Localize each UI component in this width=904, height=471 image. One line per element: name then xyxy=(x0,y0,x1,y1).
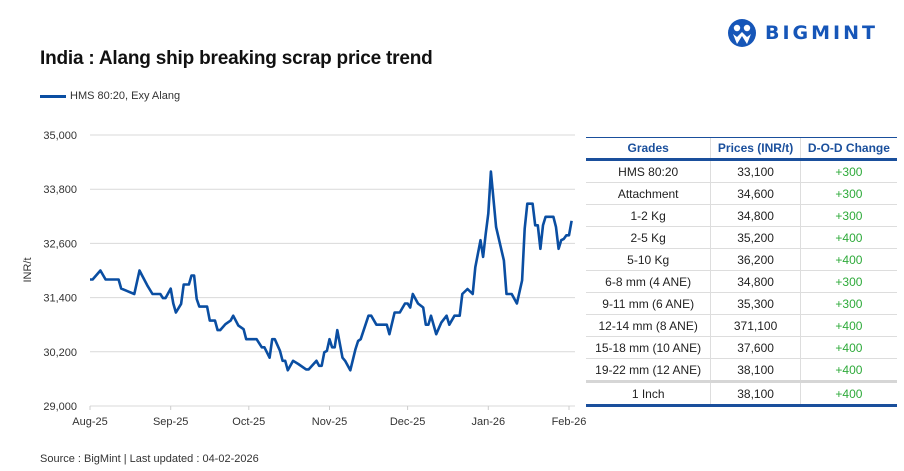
change-cell: +400 xyxy=(799,248,897,271)
table-row: 9-11 mm (6 ANE) 35,300 +300 xyxy=(586,292,897,315)
price-cell: 34,600 xyxy=(710,182,801,205)
change-cell: +300 xyxy=(799,292,897,315)
y-tick-label: 32,600 xyxy=(43,238,77,250)
y-tick-label: 31,400 xyxy=(43,293,77,305)
change-cell: +400 xyxy=(799,314,897,337)
price-cell: 34,800 xyxy=(710,204,801,227)
table-row: 6-8 mm (4 ANE) 34,800 +300 xyxy=(586,270,897,293)
column-header: D-O-D Change xyxy=(799,137,897,161)
table-row: HMS 80:20 33,100 +300 xyxy=(586,159,897,183)
source-note: Source : BigMint | Last updated : 04-02-… xyxy=(40,453,259,465)
y-tick-label: 30,200 xyxy=(43,347,77,359)
price-cell: 371,100 xyxy=(710,314,801,337)
grade-cell: 6-8 mm (4 ANE) xyxy=(586,270,711,293)
logo-text: BIGMINT xyxy=(765,22,878,44)
bigmint-logo-icon xyxy=(728,19,756,47)
table-row: 15-18 mm (10 ANE) 37,600 +400 xyxy=(586,336,897,359)
x-tick-label: Feb-26 xyxy=(552,416,587,428)
table-row: 1-2 Kg 34,800 +300 xyxy=(586,204,897,227)
change-cell: +300 xyxy=(799,270,897,293)
grade-cell: Attachment xyxy=(586,182,711,205)
x-tick-label: Nov-25 xyxy=(312,416,347,428)
legend-label: HMS 80:20, Exy Alang xyxy=(70,90,181,102)
price-table: Grades Prices (INR/t) D-O-D Change HMS 80:… xyxy=(586,137,897,407)
x-tick-label: Aug-25 xyxy=(72,416,107,428)
table-row: Attachment 34,600 +300 xyxy=(586,182,897,205)
grade-cell: 19-22 mm (12 ANE) xyxy=(586,358,711,382)
y-tick-label: 35,000 xyxy=(43,130,77,142)
bigmint-logo: BIGMINT xyxy=(727,18,878,48)
price-cell: 33,100 xyxy=(710,159,801,183)
table-row: 5-10 Kg 36,200 +400 xyxy=(586,248,897,271)
grade-cell: 12-14 mm (8 ANE) xyxy=(586,314,711,337)
table-row: 1 Inch 38,100 +400 xyxy=(586,380,897,407)
price-cell: 36,200 xyxy=(710,248,801,271)
change-cell: +300 xyxy=(799,204,897,227)
change-cell: +300 xyxy=(799,159,897,183)
price-cell: 35,300 xyxy=(710,292,801,315)
table-row: 2-5 Kg 35,200 +400 xyxy=(586,226,897,249)
change-cell: +400 xyxy=(799,380,897,407)
column-header: Prices (INR/t) xyxy=(710,137,801,161)
legend-swatch xyxy=(40,94,66,98)
y-tick-label: 33,800 xyxy=(43,184,77,196)
grade-cell: 5-10 Kg xyxy=(586,248,711,271)
grade-cell: 1 Inch xyxy=(586,380,711,407)
column-header: Grades xyxy=(586,137,711,161)
chart-title: India : Alang ship breaking scrap price … xyxy=(40,48,433,69)
legend: HMS 80:20, Exy Alang xyxy=(40,90,180,102)
change-cell: +400 xyxy=(799,336,897,359)
grade-cell: HMS 80:20 xyxy=(586,159,711,183)
x-tick-label: Dec-25 xyxy=(390,416,425,428)
change-cell: +300 xyxy=(799,182,897,205)
table-row: 19-22 mm (12 ANE) 38,100 +400 xyxy=(586,358,897,382)
price-cell: 37,600 xyxy=(710,336,801,359)
grade-cell: 9-11 mm (6 ANE) xyxy=(586,292,711,315)
x-tick-label: Oct-25 xyxy=(232,416,265,428)
grade-cell: 15-18 mm (10 ANE) xyxy=(586,336,711,359)
price-cell: 34,800 xyxy=(710,270,801,293)
price-cell: 38,100 xyxy=(710,380,801,407)
price-cell: 38,100 xyxy=(710,358,801,382)
x-tick-label: Sep-25 xyxy=(153,416,188,428)
change-cell: +400 xyxy=(799,226,897,249)
change-cell: +400 xyxy=(799,358,897,382)
table-row: 12-14 mm (8 ANE) 371,100 +400 xyxy=(586,314,897,337)
y-axis-label: INR/t xyxy=(22,257,34,282)
x-tick-label: Jan-26 xyxy=(471,416,505,428)
price-cell: 35,200 xyxy=(710,226,801,249)
grade-cell: 2-5 Kg xyxy=(586,226,711,249)
y-tick-label: 29,000 xyxy=(43,401,77,413)
series-line-hms-80-20 xyxy=(90,170,573,372)
grade-cell: 1-2 Kg xyxy=(586,204,711,227)
